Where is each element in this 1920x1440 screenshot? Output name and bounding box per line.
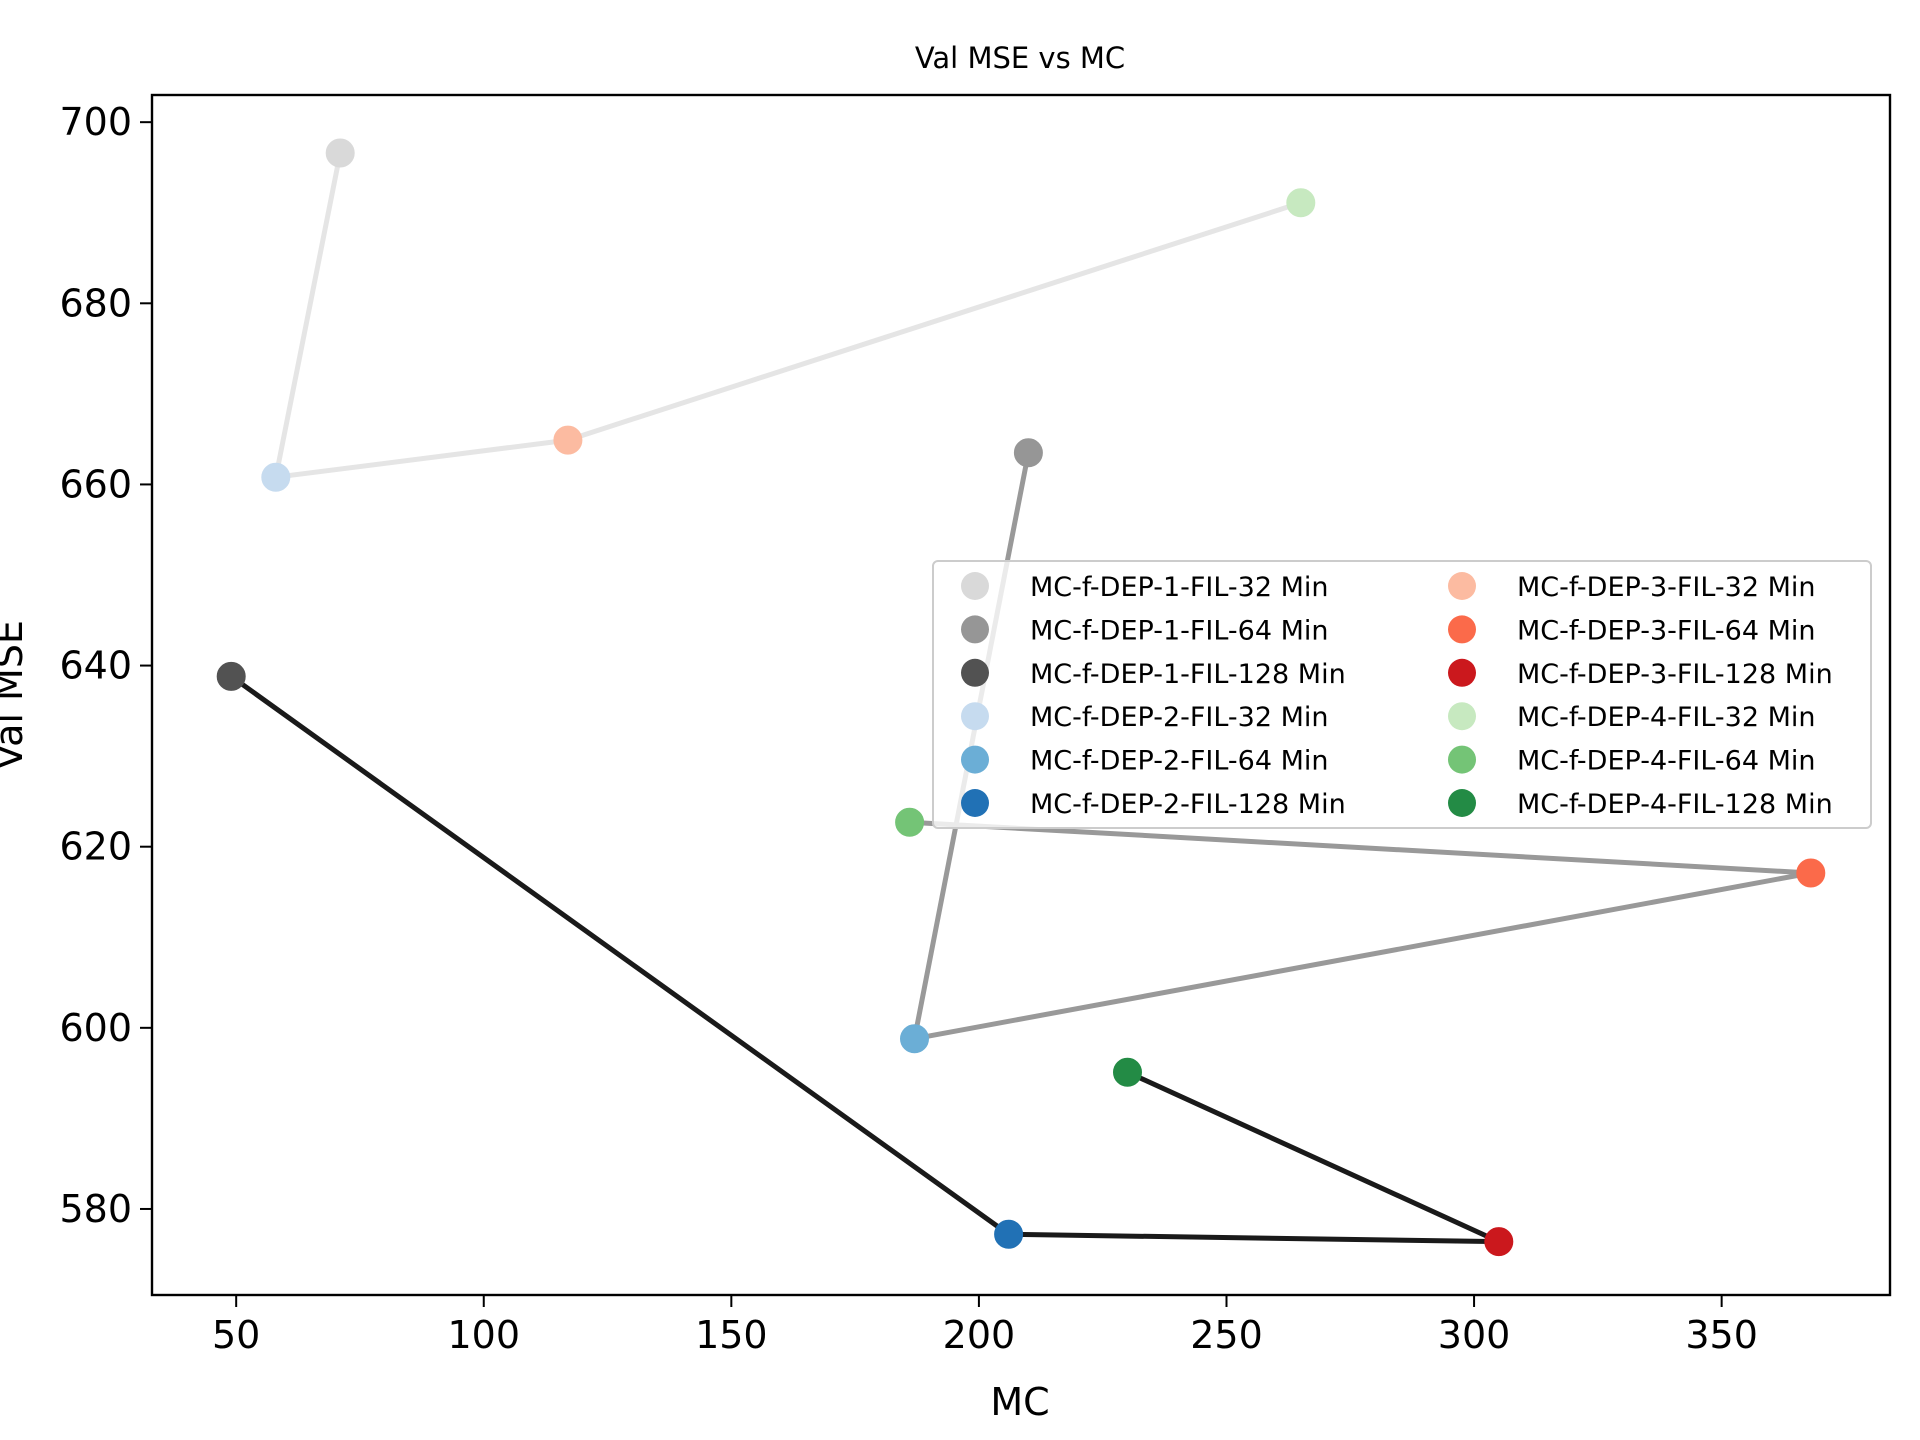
x-axis-label: MC [990,1380,1049,1424]
y-tick-label: 580 [59,1187,132,1231]
data-point [325,138,355,168]
plot-area-frame [150,93,1892,1297]
legend-marker [961,572,989,600]
data-point [553,425,583,455]
data-point [1484,1227,1514,1257]
legend-label: MC-f-DEP-1-FIL-128 Min [1030,659,1346,690]
y-axis: 580 600 620 640 660 680 700 [59,100,152,1231]
legend: MC-f-DEP-1-FIL-32 Min MC-f-DEP-1-FIL-64 M… [932,560,1872,829]
legend-marker [1448,789,1476,817]
legend-marker [1448,745,1476,774]
legend-label: MC-f-DEP-2-FIL-32 Min [1030,702,1329,733]
series-line-fil-32 [273,152,1302,480]
data-point [1113,1057,1142,1087]
legend-marker [961,789,989,817]
legend-label: MC-f-DEP-1-FIL-32 Min [1030,572,1329,603]
legend-label: MC-f-DEP-3-FIL-64 Min [1517,615,1816,646]
y-tick-label: 660 [59,462,132,506]
legend-label: MC-f-DEP-2-FIL-128 Min [1030,789,1346,820]
legend-marker [961,745,989,774]
data-point [994,1219,1024,1249]
y-tick-label: 680 [59,281,132,325]
y-tick-label: 620 [59,825,132,869]
legend-marker [961,702,989,731]
data-point [1796,858,1826,888]
legend-marker [1448,658,1476,687]
legend-label: MC-f-DEP-4-FIL-128 Min [1517,789,1833,820]
legend-label: MC-f-DEP-3-FIL-32 Min [1517,572,1816,603]
data-point [895,807,925,837]
data-point [1286,188,1316,218]
legend-marker [961,615,989,644]
x-tick-label: 100 [447,1313,520,1357]
data-point [216,661,246,691]
y-axis-label: Val MSE [0,620,31,770]
series-line-fil-128 [229,674,1502,1245]
x-tick-label: 50 [212,1313,260,1357]
y-tick-label: 640 [59,644,132,688]
data-point [1013,438,1043,468]
legend-label: MC-f-DEP-4-FIL-32 Min [1517,702,1816,733]
y-tick-label: 600 [59,1006,132,1050]
x-tick-label: 150 [695,1313,768,1357]
y-tick-label: 700 [59,100,132,144]
legend-marker [1448,702,1476,731]
legend-marker [961,658,989,687]
legend-label: MC-f-DEP-3-FIL-128 Min [1517,659,1833,690]
legend-label: MC-f-DEP-2-FIL-64 Min [1030,746,1329,777]
legend-box [932,560,1872,829]
x-tick-label: 250 [1190,1313,1263,1357]
x-tick-label: 200 [943,1313,1016,1357]
legend-marker [1448,572,1476,600]
data-points [216,138,1826,1257]
x-axis: 50 100 150 200 250 300 350 [212,1295,1758,1357]
legend-label: MC-f-DEP-1-FIL-64 Min [1030,615,1329,646]
legend-marker [1448,615,1476,644]
data-point [900,1024,929,1054]
x-tick-label: 300 [1438,1313,1511,1357]
legend-label: MC-f-DEP-4-FIL-64 Min [1517,746,1816,777]
chart-title: Val MSE vs MC [915,41,1125,75]
x-tick-label: 350 [1685,1313,1758,1357]
data-point [261,462,291,492]
